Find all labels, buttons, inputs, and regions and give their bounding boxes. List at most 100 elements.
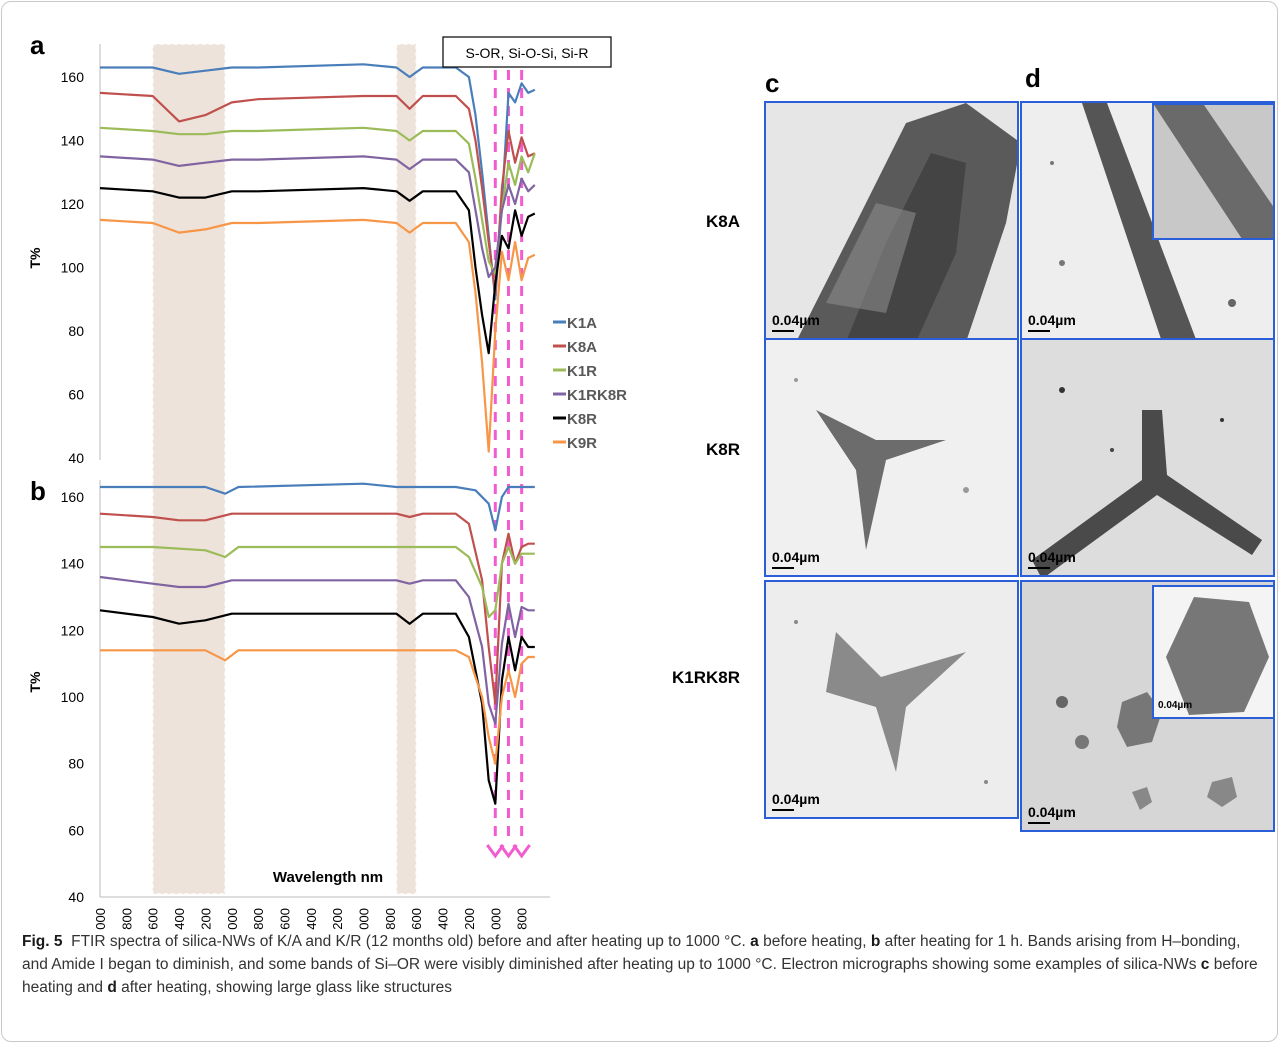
series-a-k9r (99, 218, 536, 453)
scale-label: 0.04µm (772, 549, 820, 565)
x-tick: 800 (515, 908, 530, 930)
scale-bar (772, 567, 794, 569)
y-tick-b: 60 (68, 822, 84, 838)
scale-bar (772, 330, 794, 332)
caption-lead: FTIR spectra of silica-NWs of K/A and K/… (71, 933, 746, 950)
x-tick: 1000 (488, 908, 503, 930)
y-tick-a: 160 (61, 69, 85, 85)
x-tick: 1800 (383, 908, 398, 930)
series-a-k8a (99, 91, 536, 294)
panel-letter-c: c (765, 68, 780, 98)
caption-b-text: after heating for 1 h. Bands arising fro… (22, 933, 1241, 973)
scale-label: 0.04µm (1028, 549, 1076, 565)
caption-b-letter: b (870, 933, 881, 950)
figure-caption: Fig. 5 FTIR spectra of silica-NWs of K/A… (22, 930, 1262, 999)
x-axis-label: Wavelength nm (273, 869, 383, 886)
series-b-k9r (100, 649, 535, 765)
x-tick: 3000 (225, 908, 240, 930)
scale-label: 0.04µm (1028, 312, 1076, 328)
caption-c-text: before heating and (22, 956, 1258, 996)
series-b-k1a (100, 482, 535, 532)
series-a-k1a (100, 63, 536, 301)
legend-label: K1RK8R (567, 387, 627, 404)
y-tick-a: 140 (61, 133, 85, 149)
micrograph-d-k1rk8r: 0.04µm 0.04µm (1020, 580, 1275, 832)
series-b-k1rk8r (99, 575, 535, 725)
scale-bar (772, 809, 794, 811)
figure-label: Fig. 5 (22, 933, 63, 950)
arrow-head-1 (499, 844, 518, 859)
arrow-head-2 (512, 844, 531, 859)
scale-bar (1028, 567, 1050, 569)
legend-label: K1R (567, 363, 597, 380)
micrograph-image (766, 582, 1017, 817)
micrograph-image (766, 103, 1017, 338)
caption-a-letter: a (750, 933, 759, 950)
x-tick: 4000 (93, 908, 108, 930)
x-tick: 1200 (462, 908, 477, 930)
y-tick-a: 120 (61, 196, 85, 212)
row-label-k8a: K8A (705, 212, 740, 231)
micrograph-image (1022, 340, 1273, 575)
ftir-chart: 40 60 80 100 120 140 160 40 60 80 100 120 140 160 4000… (27, 30, 627, 930)
caption-d-text: after heating, showing large glass like … (121, 979, 452, 996)
scale-label: 0.04µm (1028, 804, 1076, 820)
y-tick-b: 160 (61, 489, 85, 505)
y-tick-a: 100 (61, 260, 85, 276)
micrograph-d-k8r: 0.04µm (1020, 338, 1275, 577)
row-label-k8r: K8R (705, 440, 740, 459)
y-tick-a: 60 (68, 387, 84, 403)
y-tick-b: 80 (68, 756, 84, 772)
scale-label: 0.04µm (772, 791, 820, 807)
shaded-band-1 (395, 43, 417, 895)
micrograph-c-k1rk8r: 0.04µm (764, 580, 1019, 819)
x-tick: 1600 (409, 908, 424, 930)
x-tick: 2000 (357, 908, 372, 930)
panel-letter-d: d (1025, 63, 1041, 93)
legend-label: K8A (567, 339, 597, 356)
x-tick: 2200 (330, 908, 345, 930)
x-tick: 3600 (146, 908, 161, 930)
micrograph-inset: 0.04µm (1152, 585, 1273, 719)
axes: 40 60 80 100 120 140 160 40 60 80 100 120 140 160 4000… (61, 44, 550, 930)
x-tick: 1400 (436, 908, 451, 930)
caption-d-letter: d (107, 979, 117, 996)
micrograph-image (766, 340, 1017, 575)
legend: K1A K8A K1R K1RK8R K8R K9R (553, 315, 627, 452)
panel-letter-a: a (30, 30, 45, 60)
legend-label: K1A (567, 315, 597, 332)
micrograph-d-k8a: 0.04µm (1020, 101, 1275, 340)
micrograph-inset (1152, 103, 1273, 240)
series-a-k1r (99, 126, 536, 275)
micrograph-c-k8a: 0.04µm (764, 101, 1019, 340)
x-tick: 2400 (304, 908, 319, 930)
legend-label: K9R (567, 435, 597, 452)
x-tick: 3400 (172, 908, 187, 930)
x-tick: 2800 (251, 908, 266, 930)
caption-a-text: before heating, (763, 933, 867, 950)
series-a-k8r (99, 187, 536, 355)
y-tick-b: 40 (68, 889, 84, 905)
shaded-band-0 (151, 43, 226, 895)
y-axis-label-b: T% (27, 671, 43, 693)
y-tick-b: 100 (61, 689, 85, 705)
scale-bar (1028, 822, 1050, 824)
series-lines (99, 63, 536, 805)
series-b-k8a (99, 512, 535, 705)
y-tick-b: 120 (61, 622, 85, 638)
y-axis-label-a: T% (27, 247, 43, 269)
row-label-k1rk8r: K1RK8R (671, 668, 740, 687)
inset-scale-label: 0.04µm (1158, 700, 1193, 711)
y-tick-b: 140 (61, 556, 85, 572)
x-tick: 3200 (198, 908, 213, 930)
series-a-k1rk8r (99, 155, 536, 279)
caption-c-letter: c (1200, 956, 1210, 973)
panel-letter-b: b (30, 476, 46, 506)
series-b-k1r (100, 545, 535, 619)
y-tick-a: 80 (68, 323, 84, 339)
micrograph-c-k8r: 0.04µm (764, 338, 1019, 577)
scale-bar (1028, 330, 1050, 332)
series-b-k8r (99, 609, 535, 805)
peak-arrows (486, 70, 531, 859)
